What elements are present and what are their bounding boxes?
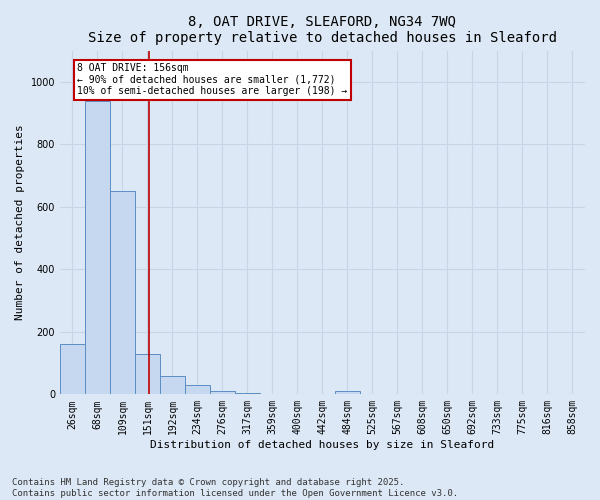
Bar <box>235 393 260 394</box>
Title: 8, OAT DRIVE, SLEAFORD, NG34 7WQ
Size of property relative to detached houses in: 8, OAT DRIVE, SLEAFORD, NG34 7WQ Size of… <box>88 15 557 45</box>
Bar <box>60 344 85 395</box>
Text: Contains HM Land Registry data © Crown copyright and database right 2025.
Contai: Contains HM Land Registry data © Crown c… <box>12 478 458 498</box>
Y-axis label: Number of detached properties: Number of detached properties <box>15 124 25 320</box>
Text: 8 OAT DRIVE: 156sqm
← 90% of detached houses are smaller (1,772)
10% of semi-det: 8 OAT DRIVE: 156sqm ← 90% of detached ho… <box>77 63 347 96</box>
Bar <box>85 100 110 395</box>
Bar <box>185 385 210 394</box>
Bar <box>135 354 160 395</box>
Bar <box>160 376 185 394</box>
Bar <box>210 391 235 394</box>
Bar <box>335 391 360 394</box>
Bar <box>110 191 135 394</box>
X-axis label: Distribution of detached houses by size in Sleaford: Distribution of detached houses by size … <box>151 440 494 450</box>
